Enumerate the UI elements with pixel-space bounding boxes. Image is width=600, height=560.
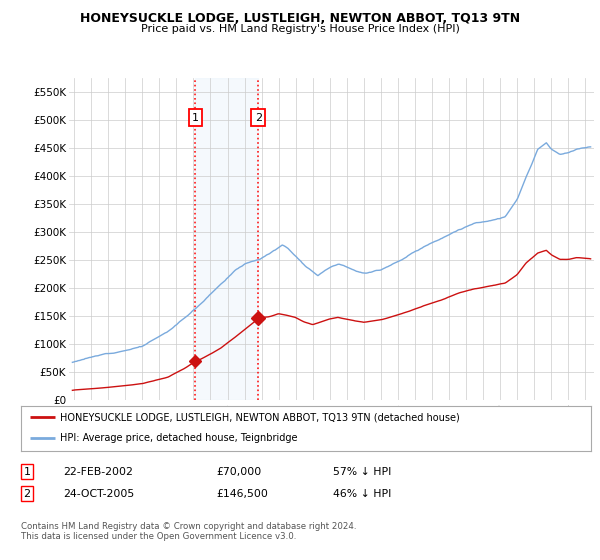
- Text: 2: 2: [254, 113, 262, 123]
- Text: £146,500: £146,500: [216, 489, 268, 499]
- Text: 1: 1: [23, 466, 31, 477]
- Text: Contains HM Land Registry data © Crown copyright and database right 2024.
This d: Contains HM Land Registry data © Crown c…: [21, 522, 356, 542]
- Text: Price paid vs. HM Land Registry's House Price Index (HPI): Price paid vs. HM Land Registry's House …: [140, 24, 460, 34]
- Text: 22-FEB-2002: 22-FEB-2002: [63, 466, 133, 477]
- Text: 2: 2: [23, 489, 31, 499]
- Text: 46% ↓ HPI: 46% ↓ HPI: [333, 489, 391, 499]
- Text: 57% ↓ HPI: 57% ↓ HPI: [333, 466, 391, 477]
- Text: HONEYSUCKLE LODGE, LUSTLEIGH, NEWTON ABBOT, TQ13 9TN: HONEYSUCKLE LODGE, LUSTLEIGH, NEWTON ABB…: [80, 12, 520, 25]
- Text: HPI: Average price, detached house, Teignbridge: HPI: Average price, detached house, Teig…: [60, 433, 297, 444]
- Bar: [196, 78, 258, 400]
- Text: 1: 1: [192, 113, 199, 123]
- Text: HONEYSUCKLE LODGE, LUSTLEIGH, NEWTON ABBOT, TQ13 9TN (detached house): HONEYSUCKLE LODGE, LUSTLEIGH, NEWTON ABB…: [60, 412, 460, 422]
- Text: 24-OCT-2005: 24-OCT-2005: [63, 489, 134, 499]
- Text: £70,000: £70,000: [216, 466, 261, 477]
